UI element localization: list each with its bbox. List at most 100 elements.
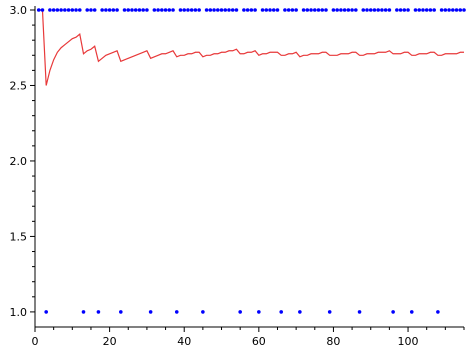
data-point <box>439 8 444 12</box>
data-point <box>331 8 336 12</box>
data-point <box>148 310 153 314</box>
data-point <box>383 8 388 12</box>
y-tick-label: 3.0 <box>10 4 28 17</box>
data-point <box>234 8 239 12</box>
data-point <box>204 8 209 12</box>
data-point <box>253 8 257 12</box>
data-point <box>92 8 97 12</box>
data-point <box>398 8 403 12</box>
data-point <box>458 8 463 12</box>
data-point <box>230 8 235 12</box>
data-point <box>309 8 313 12</box>
data-point <box>424 8 429 12</box>
data-point <box>55 8 60 12</box>
data-point <box>376 8 381 12</box>
data-point <box>354 8 358 12</box>
data-point <box>443 8 448 12</box>
data-point <box>85 8 90 12</box>
data-point <box>279 310 284 314</box>
data-point <box>324 8 328 12</box>
data-point <box>126 8 131 12</box>
data-point <box>346 8 351 12</box>
data-point <box>74 8 78 12</box>
data-point <box>316 8 321 12</box>
data-point <box>51 8 56 12</box>
data-point <box>201 310 205 314</box>
data-point <box>81 310 86 314</box>
data-point <box>327 310 332 314</box>
data-point <box>283 8 287 12</box>
data-point <box>163 8 168 12</box>
data-point <box>409 310 414 314</box>
y-tick-label: 2.0 <box>10 155 28 168</box>
data-point <box>372 8 377 12</box>
data-point <box>298 310 302 314</box>
data-point <box>365 8 369 12</box>
data-point <box>368 8 373 12</box>
data-point <box>421 8 425 12</box>
y-tick-label: 1.5 <box>10 230 28 243</box>
data-point <box>48 8 52 12</box>
y-tick-label: 1.0 <box>10 306 28 319</box>
data-point <box>271 8 276 12</box>
data-point <box>152 8 157 12</box>
data-point <box>156 8 160 12</box>
data-point <box>268 8 272 12</box>
data-point <box>245 8 250 12</box>
data-point <box>227 8 231 12</box>
data-point <box>212 8 216 12</box>
data-point <box>342 8 347 12</box>
data-point <box>77 8 82 12</box>
data-point <box>119 310 123 314</box>
x-tick-label: 0 <box>32 335 39 348</box>
data-point <box>145 8 149 12</box>
data-point <box>335 8 339 12</box>
data-point <box>141 8 145 12</box>
line-series <box>38 9 464 86</box>
data-point <box>89 8 93 12</box>
data-point <box>70 8 75 12</box>
data-point <box>44 310 48 314</box>
data-point <box>454 8 459 12</box>
data-point <box>257 310 261 314</box>
data-point <box>413 8 418 12</box>
data-point <box>197 8 201 12</box>
data-point <box>186 8 190 12</box>
data-point <box>219 8 224 12</box>
data-point <box>432 8 436 12</box>
x-tick-label: 100 <box>398 335 419 348</box>
data-point <box>406 8 410 12</box>
data-point <box>111 8 116 12</box>
data-point <box>115 8 119 12</box>
data-point <box>339 8 343 12</box>
data-point <box>301 8 306 12</box>
data-point <box>462 8 466 12</box>
x-tick-label: 20 <box>103 335 117 348</box>
data-point <box>275 8 280 12</box>
data-point <box>286 8 291 12</box>
data-point <box>361 8 366 12</box>
x-tick-label: 40 <box>177 335 191 348</box>
data-point <box>160 8 164 12</box>
data-point <box>174 310 179 314</box>
data-point <box>249 8 254 12</box>
data-point <box>447 8 451 12</box>
data-point <box>238 310 242 314</box>
data-point <box>178 8 183 12</box>
data-point <box>223 8 228 12</box>
chart-axes <box>34 6 464 328</box>
data-point <box>63 8 67 12</box>
data-point <box>290 8 295 12</box>
data-point <box>417 8 422 12</box>
data-point <box>357 310 362 314</box>
data-point <box>264 8 269 12</box>
data-point <box>402 8 407 12</box>
data-point <box>215 8 220 12</box>
data-point <box>100 8 104 12</box>
data-point <box>133 8 138 12</box>
data-point <box>260 8 265 12</box>
data-point <box>40 8 45 12</box>
data-point <box>104 8 108 12</box>
data-point <box>380 8 384 12</box>
